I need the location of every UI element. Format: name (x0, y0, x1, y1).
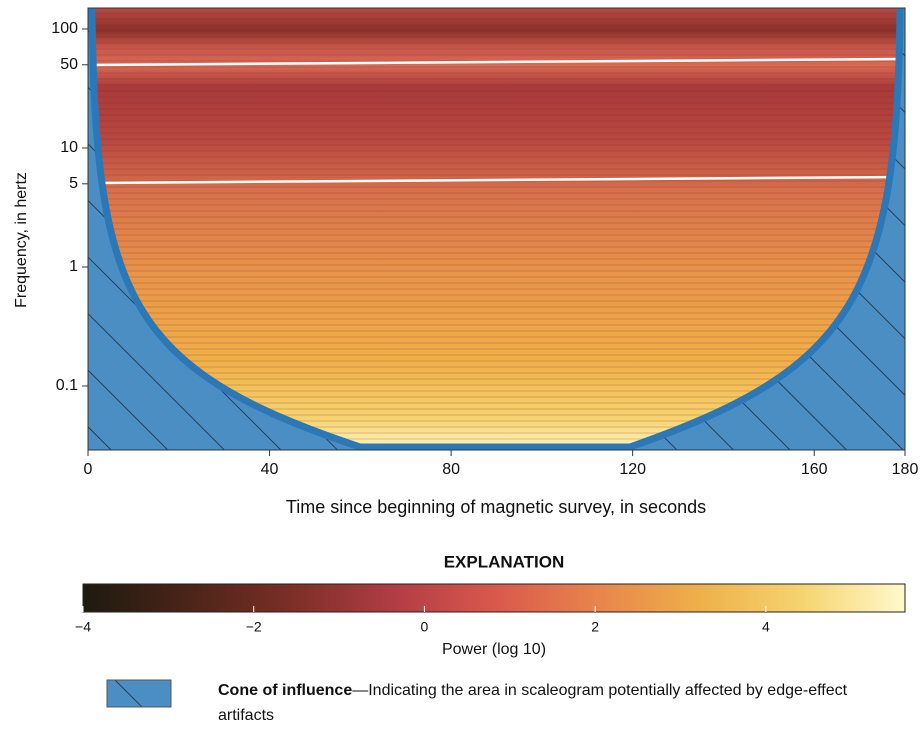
x-tick-label: 80 (442, 461, 460, 478)
legend-text: Cone of influence—Indicating the area in… (218, 678, 898, 728)
colorbar-tick-label: 0 (421, 619, 429, 635)
y-tick-label: 5 (69, 175, 78, 192)
colorbar (83, 584, 905, 612)
legend-swatch (107, 680, 171, 707)
y-tick-label: 1 (69, 258, 78, 275)
x-tick-label: 0 (84, 461, 93, 478)
page: Frequency, in hertz Time since beginning… (0, 0, 923, 732)
x-axis-label: Time since beginning of magnetic survey,… (286, 497, 706, 517)
x-tick-label: 180 (892, 461, 919, 478)
x-tick-label: 120 (619, 461, 646, 478)
chart: Frequency, in hertz Time since beginning… (0, 0, 923, 732)
colorbar-tick-label: 4 (762, 619, 770, 635)
y-tick-label: 100 (51, 20, 78, 37)
colorbar-label: Power (log 10) (442, 641, 546, 658)
x-tick-label: 40 (261, 461, 279, 478)
colorbar-tick-label: 2 (591, 619, 599, 635)
y-axis-label: Frequency, in hertz (13, 172, 30, 308)
y-tick-label: 50 (60, 56, 78, 73)
scaleogram (80, 8, 910, 460)
colorbar-tick-label: −4 (75, 619, 91, 635)
legend-label: Cone of influence (218, 682, 352, 699)
x-tick-label: 160 (801, 461, 828, 478)
y-tick-label: 10 (60, 139, 78, 156)
colorbar-tick-label: −2 (246, 619, 262, 635)
y-tick-label: 0.1 (56, 377, 78, 394)
explanation-title: EXPLANATION (444, 552, 565, 571)
